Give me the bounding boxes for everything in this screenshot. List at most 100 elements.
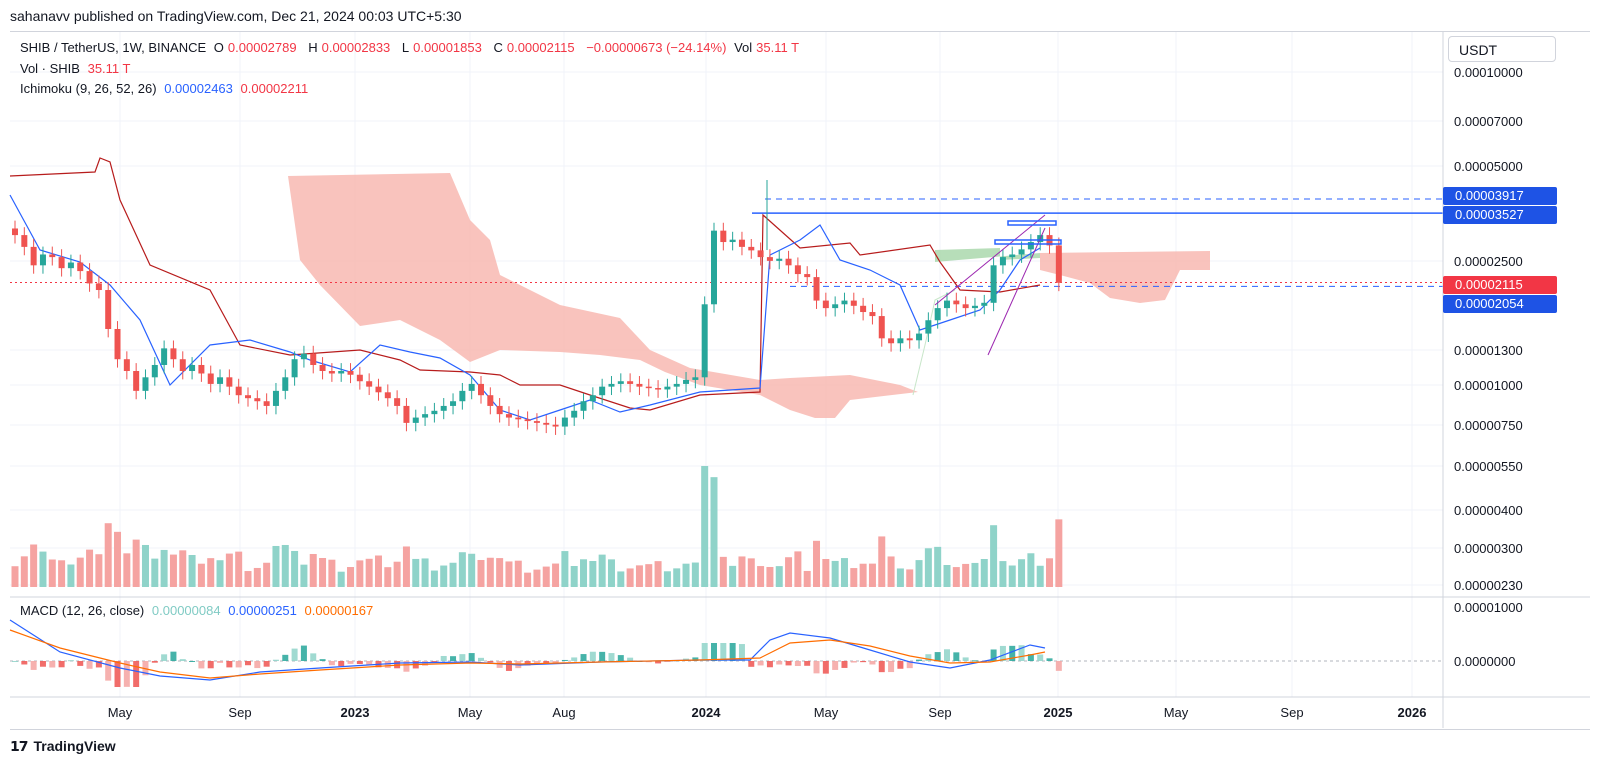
candle-body (422, 414, 429, 418)
volume-bar (896, 568, 904, 587)
time-label: 2024 (691, 705, 721, 720)
volume-bar (347, 567, 355, 587)
volume-bar (384, 567, 392, 587)
candle-body (105, 290, 112, 329)
volume-bar (906, 569, 914, 587)
price-tick: 0.00010000 (1454, 65, 1523, 80)
candle-body (207, 373, 214, 384)
price-tick: 0.00002500 (1454, 254, 1523, 269)
volume-bar (1008, 565, 1016, 587)
macd-histogram-bar (338, 661, 345, 667)
candle-body (319, 364, 326, 372)
candle-body (841, 300, 848, 305)
macd-histogram-bar (589, 651, 596, 661)
candle-body (356, 374, 363, 382)
tradingview-logo[interactable]: 𝟭𝟳 TradingView (10, 738, 116, 755)
macd-histogram-bar (599, 651, 606, 661)
candle-body (580, 401, 587, 411)
macd-histogram-bar (496, 661, 503, 668)
candle-body (142, 377, 149, 391)
candle-body (394, 398, 401, 406)
volume-bar (132, 539, 140, 587)
macd-histogram-bar (953, 652, 960, 661)
volume-bar (263, 562, 271, 587)
symbol-legend[interactable]: SHIB / TetherUS, 1W, BINANCE O 0.00002789… (20, 40, 807, 55)
candle-body (608, 383, 615, 387)
candle-body (888, 338, 895, 344)
candle-body (179, 359, 186, 372)
candle-body (21, 235, 28, 247)
symbol-name[interactable]: SHIB / TetherUS, 1W, BINANCE (20, 40, 207, 55)
macd-histogram-bar (869, 661, 876, 665)
volume-bar (766, 566, 774, 587)
candle-body (878, 316, 885, 339)
macd-tick: 0.00001000 (1454, 600, 1523, 615)
candle-body (748, 246, 755, 251)
macd-histogram-bar (478, 657, 484, 661)
currency-button[interactable]: USDT (1448, 36, 1556, 62)
candle-body (589, 395, 596, 402)
volume-bar (104, 523, 112, 587)
candle-body (468, 383, 475, 391)
volume-legend[interactable]: Vol · SHIB 35.11 T (20, 61, 134, 76)
volume-bar (738, 556, 746, 587)
macd-histogram-bar (67, 660, 74, 662)
macd-histogram-bar (300, 645, 307, 661)
candle-body (198, 364, 205, 374)
volume-bar (272, 545, 280, 587)
volume-bar (253, 567, 261, 587)
macd-legend[interactable]: MACD (12, 26, close) 0.00000084 0.000002… (20, 603, 377, 618)
volume-bar (11, 566, 19, 587)
macd-histogram-bar (77, 661, 84, 666)
volume-bar (421, 558, 429, 587)
price-tick: 0.00000230 (1454, 578, 1523, 593)
candle-body (832, 304, 839, 309)
volume-bar (990, 525, 998, 587)
volume-bar (719, 556, 727, 587)
volume-bar (141, 544, 149, 587)
candle-body (114, 328, 121, 360)
volume-bar (76, 557, 84, 587)
volume-bar (673, 568, 681, 587)
candle-body (533, 421, 540, 423)
macd-histogram-bar (822, 661, 829, 674)
volume-bar (775, 566, 783, 587)
volume-bar (30, 544, 38, 587)
macd-histogram-bar (254, 661, 261, 669)
macd-histogram-bar (245, 661, 251, 666)
macd-histogram-bar (878, 661, 885, 673)
candle-body (711, 230, 717, 305)
candle-body (906, 338, 913, 341)
candle-body (1027, 242, 1034, 250)
macd-histogram-bar (580, 654, 587, 661)
time-label: May (1163, 705, 1189, 720)
volume-bar (374, 555, 382, 587)
candle-body (440, 405, 447, 411)
volume-bar (356, 560, 364, 587)
macd-histogram-bar (468, 653, 475, 661)
volume-bar (300, 564, 308, 587)
price-tag-upper-dashed: 0.00003917 (1443, 187, 1557, 205)
volume-value: Vol 35.11 T (734, 40, 800, 55)
candle-body (571, 410, 578, 418)
horizontal-levels (10, 198, 1443, 287)
candle-body (328, 371, 335, 374)
volume-bar (729, 565, 737, 587)
volume-bar (924, 548, 932, 587)
tradingview-logo-icon: 𝟭𝟳 (10, 738, 29, 754)
candle-body (403, 405, 410, 423)
ichimoku-legend[interactable]: Ichimoku (9, 26, 52, 26) 0.00002463 0.00… (20, 81, 312, 96)
macd-histogram-bar (1055, 661, 1062, 671)
macd-histogram-bar (571, 657, 578, 661)
macd-histogram-bar (720, 643, 727, 661)
candle-body (77, 262, 84, 272)
price-tag-lower-dashed: 0.00002054 (1443, 295, 1557, 313)
volume-bar (561, 551, 569, 587)
chart-frame[interactable] (10, 31, 1590, 730)
volume-legend-value: 35.11 T (87, 61, 131, 76)
volume-bar (757, 566, 765, 587)
macd-histogram-bar (701, 643, 708, 661)
volume-bar (915, 560, 923, 587)
candle-body (738, 239, 745, 247)
